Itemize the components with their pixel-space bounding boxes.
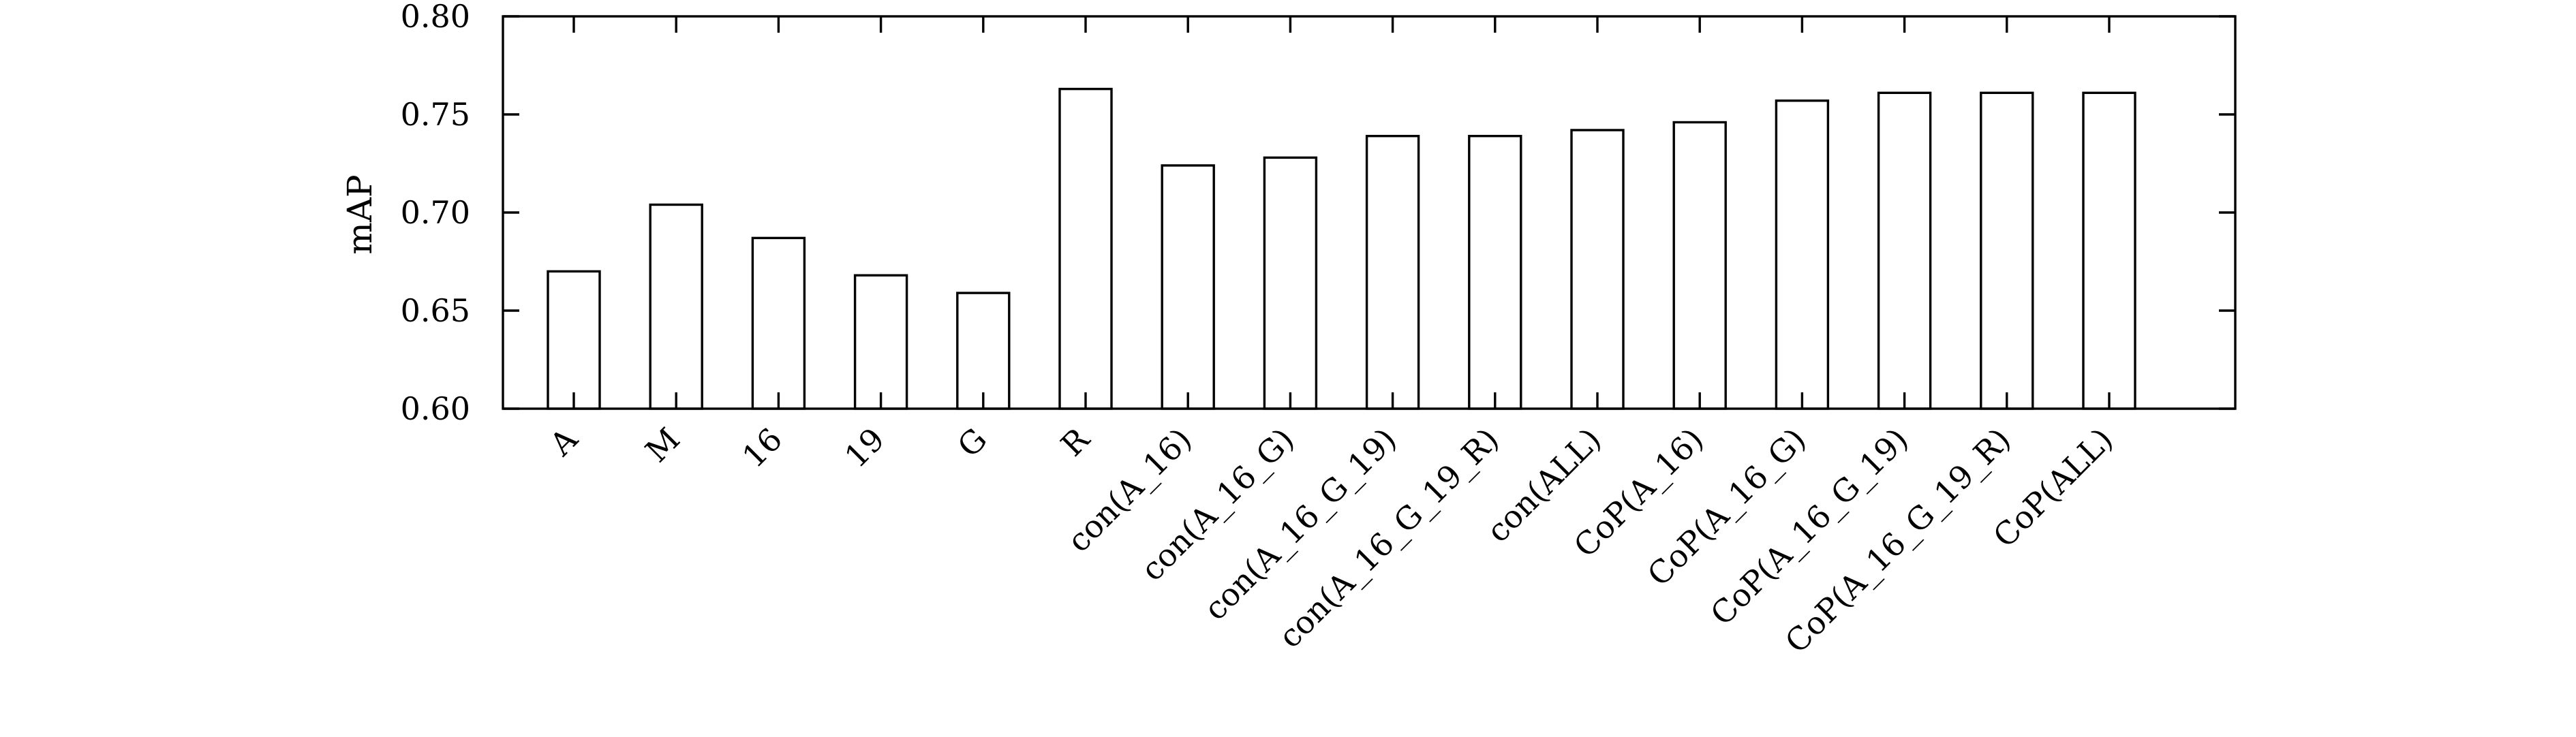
bar-G (956, 292, 1011, 410)
x-tick-label: con(A_16_G_19) (1197, 421, 1403, 627)
y-tick-label: 0.80 (401, 0, 470, 35)
bar-M (649, 203, 703, 410)
bar-con(A_16_G_19) (1365, 134, 1420, 410)
plot-frame (502, 15, 2237, 410)
x-tick-label: 16 (735, 421, 790, 475)
bar-CoP(A_16_G_19) (1877, 91, 1932, 410)
x-tick-label: CoP(A_16_G_19) (1703, 421, 1915, 633)
x-tick-label: R (1054, 420, 1097, 464)
y-axis-label: mAP (340, 174, 380, 254)
x-tick-label: G (950, 421, 994, 465)
bar-con(ALL) (1570, 129, 1625, 410)
bar-A (547, 270, 601, 410)
bar-con(A_16) (1161, 164, 1215, 410)
y-tick-labels: 0.60 0.65 0.70 0.75 0.80 (401, 0, 470, 427)
bar-16 (751, 236, 806, 410)
bar-CoP(A_16) (1672, 121, 1727, 410)
x-tick-label: A (542, 420, 585, 463)
y-tick-label: 0.60 (401, 390, 470, 427)
bars-layer (547, 87, 2136, 410)
bar-con(A_16_G_19_R) (1468, 134, 1522, 410)
bar-19 (853, 274, 908, 410)
y-tick-label: 0.65 (401, 292, 470, 329)
ticks-layer (503, 15, 2235, 410)
bar-R (1058, 87, 1113, 410)
y-tick-label: 0.75 (401, 96, 470, 133)
x-tick-label: M (638, 421, 686, 469)
bar-con(A_16_G) (1263, 156, 1318, 410)
x-tick-label: 19 (838, 421, 892, 475)
x-tick-labels: A M 16 19 G Rcon(A_16)con(A_16_G)con(A_16_G_1… (542, 420, 2119, 661)
bar-CoP(A_16_G) (1775, 99, 1830, 410)
y-tick-label: 0.70 (401, 194, 470, 231)
bar-CoP(ALL) (2082, 91, 2136, 410)
bar-CoP(A_16_G_19_R) (1980, 91, 2034, 410)
